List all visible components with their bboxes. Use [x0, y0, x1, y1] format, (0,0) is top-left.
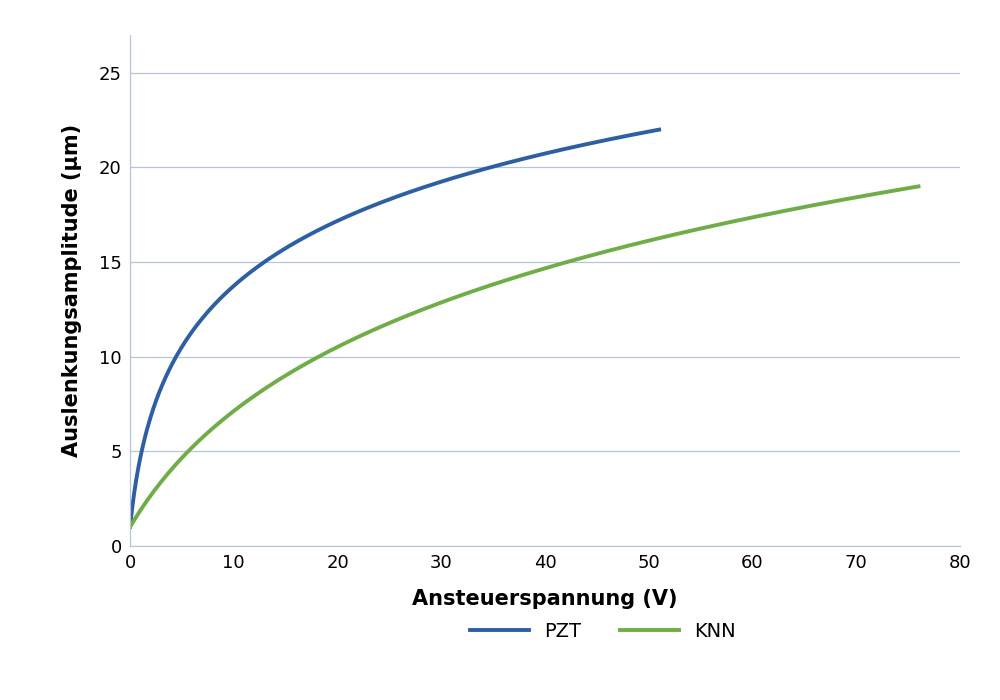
PZT: [439, 176, 451, 185]
PZT: [410, 186, 422, 194]
PZT: [640, 128, 652, 136]
KNN: [593, 249, 605, 258]
KNN: [551, 261, 563, 270]
Line: KNN: KNN: [130, 186, 918, 527]
KNN: [894, 186, 906, 194]
KNN: [770, 209, 782, 217]
KNN: [498, 276, 510, 285]
KNN: [503, 275, 515, 284]
PZT: [558, 145, 570, 153]
KNN: [912, 182, 924, 190]
X-axis label: Ansteuerspannung (V): Ansteuerspannung (V): [412, 589, 678, 609]
PZT: [375, 198, 387, 206]
PZT: [653, 125, 665, 134]
Y-axis label: Auslenkungsamplitude (μm): Auslenkungsamplitude (μm): [62, 124, 82, 457]
PZT: [378, 197, 390, 205]
PZT: [124, 523, 136, 531]
Legend: PZT, KNN: PZT, KNN: [463, 614, 744, 649]
KNN: [124, 523, 136, 531]
Line: PZT: PZT: [130, 130, 659, 527]
